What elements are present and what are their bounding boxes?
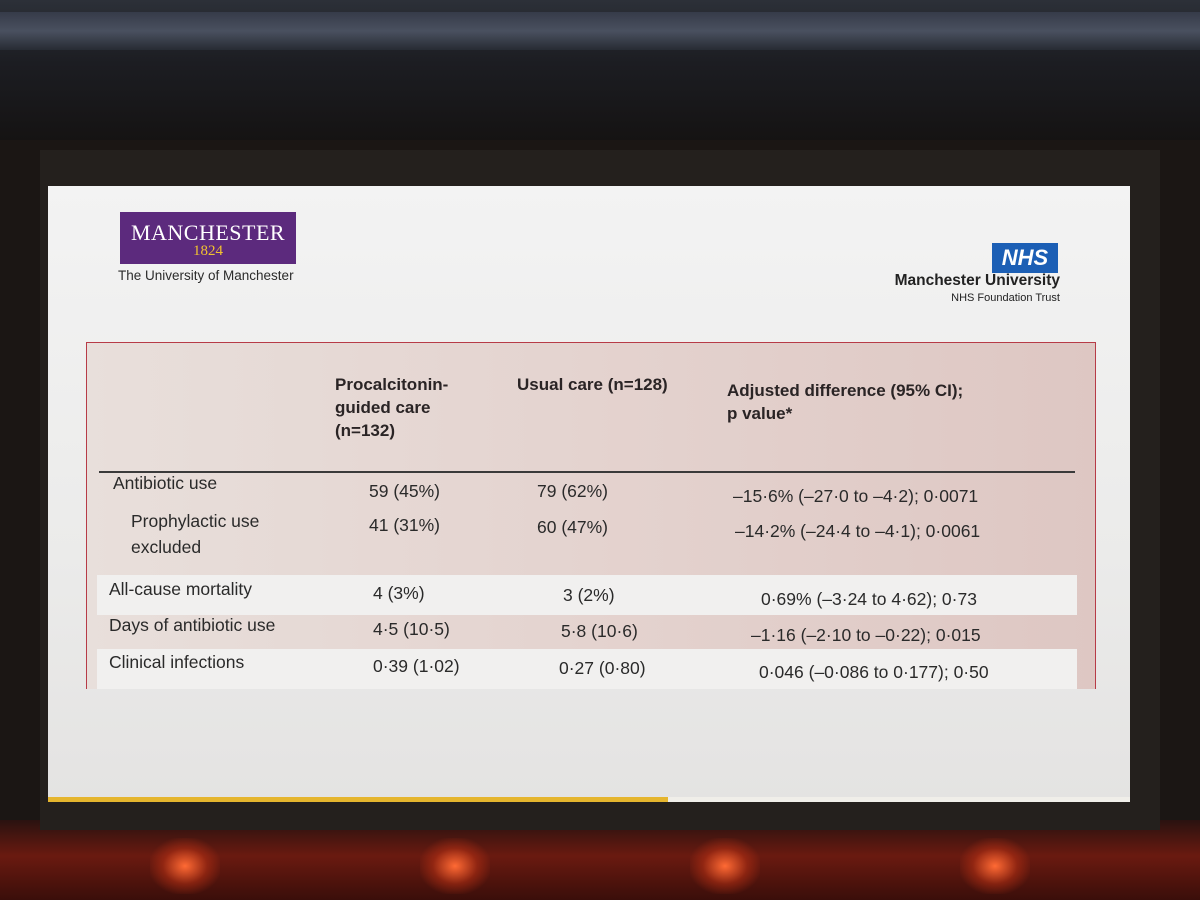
row-label: All-cause mortality <box>109 579 252 599</box>
presentation-slide: MANCHESTER 1824 The University of Manche… <box>48 186 1130 802</box>
header-divider <box>99 471 1075 473</box>
nhs-logo: NHS <box>992 243 1058 273</box>
slide-accent-bar-light <box>668 797 1130 802</box>
header-line: Adjusted difference (95% CI); <box>727 381 964 400</box>
cell-usual-care: 5·8 (10·6) <box>561 621 638 641</box>
cell-adjusted-difference: 0·046 (–0·086 to 0·177); 0·50 <box>759 662 989 682</box>
university-logo-year: 1824 <box>193 243 223 259</box>
university-logo-word: MANCHESTER <box>130 220 286 245</box>
cell-adjusted-difference: –15·6% (–27·0 to –4·2); 0·0071 <box>733 486 979 506</box>
cell-procalcitonin: 4·5 (10·5) <box>373 619 450 639</box>
stage-light <box>150 838 220 894</box>
stage-light <box>690 838 760 894</box>
cell-adjusted-difference: 0·69% (–3·24 to 4·62); 0·73 <box>761 589 977 609</box>
cell-adjusted-difference: –14·2% (–24·4 to –4·1); 0·0061 <box>735 521 981 541</box>
results-table: Procalcitonin- guided care (n=132) Usual… <box>86 342 1096 689</box>
cell-usual-care: 0·27 (0·80) <box>559 658 646 678</box>
slide-accent-bar <box>48 797 668 802</box>
header-usual-care: Usual care (n=128) <box>517 373 668 396</box>
cell-adjusted-difference: –1·16 (–2·10 to –0·22); 0·015 <box>751 625 981 645</box>
cell-usual-care: 60 (47%) <box>537 517 609 537</box>
cell-procalcitonin: 59 (45%) <box>369 481 441 501</box>
cell-usual-care: 79 (62%) <box>537 481 609 501</box>
row-label: Prophylactic use <box>131 511 260 531</box>
header-line: p value* <box>727 404 793 423</box>
trust-subtitle: NHS Foundation Trust <box>951 292 1060 304</box>
cell-procalcitonin: 41 (31%) <box>369 515 441 535</box>
cell-procalcitonin: 0·39 (1·02) <box>373 656 460 676</box>
row-label: excluded <box>131 537 202 557</box>
header-line: Procalcitonin- <box>335 375 449 394</box>
ceiling-truss <box>0 12 1200 50</box>
cell-usual-care: 3 (2%) <box>563 585 615 605</box>
stage-lights <box>0 820 1200 900</box>
university-logo: MANCHESTER 1824 <box>120 212 296 264</box>
header-line: (n=132) <box>335 421 395 440</box>
header-adjusted-difference: Adjusted difference (95% CI); p value* <box>727 379 963 425</box>
row-band-mortality <box>97 575 1077 615</box>
row-label: Clinical infections <box>109 652 245 672</box>
header-line: guided care <box>335 398 431 417</box>
trust-name: Manchester University <box>894 272 1060 289</box>
stage-light <box>420 838 490 894</box>
row-label: Days of antibiotic use <box>109 615 276 635</box>
header-line: Usual care (n=128) <box>517 375 668 394</box>
cell-procalcitonin: 4 (3%) <box>373 583 425 603</box>
row-band-infections <box>97 649 1077 689</box>
stage-light <box>960 838 1030 894</box>
university-name: The University of Manchester <box>118 268 294 283</box>
row-label: Antibiotic use <box>113 473 218 493</box>
header-procalcitonin: Procalcitonin- guided care (n=132) <box>335 373 448 442</box>
